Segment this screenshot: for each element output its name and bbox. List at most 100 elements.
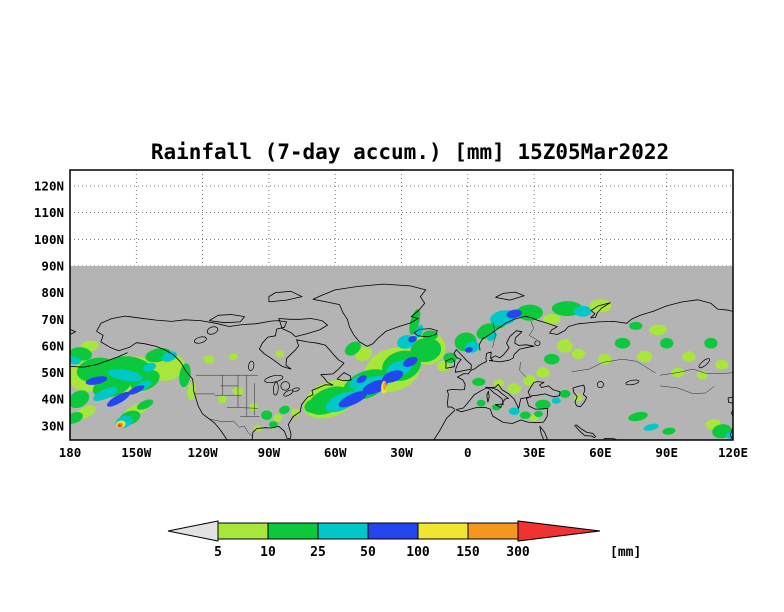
rain-cell [614,337,631,349]
rain-cell [544,353,560,365]
political-border [519,361,527,378]
rain-cell [472,377,486,386]
political-border [571,358,656,374]
y-tick-label: 80N [41,285,64,300]
rain-cell [629,321,643,330]
y-tick-label: 120N [34,178,64,193]
rainfall-layer [70,299,733,439]
political-border [660,368,733,376]
coastline [485,386,509,406]
y-tick-label: 50N [41,365,64,380]
colorbar-level-label: 50 [360,545,376,560]
rain-cell [589,299,612,313]
rain-cell [76,357,117,383]
colorbar-unit-label: [mm] [610,545,641,560]
y-tick-label: 90N [41,258,64,273]
rain-cell [519,411,531,419]
rain-cell [229,353,238,361]
coastline [574,424,596,439]
political-border [209,418,253,437]
coastline [433,409,456,440]
x-tick-label: 90E [655,445,678,460]
rain-cell [559,389,571,398]
colorbar-segment [217,522,269,540]
x-tick-label: 60W [324,445,347,460]
rain-cell [93,386,118,401]
rain-cell [362,379,388,395]
rain-cell [628,411,648,422]
rain-cell [436,360,451,372]
rain-cell [492,404,501,411]
coastline [575,424,597,438]
y-tick-label: 110N [34,205,64,220]
rain-cell [542,313,561,325]
rain-cell [507,383,521,394]
rain-cell [128,385,145,395]
political-border [660,385,715,394]
colorbar-right-arrow [517,520,601,542]
rain-cell [409,308,421,335]
coastline [70,352,128,368]
rain-cell [643,423,659,431]
colorbar-segment [467,522,519,540]
rain-cell [660,337,674,349]
rain-cell [573,305,592,317]
rain-cell [70,356,81,365]
lake-outline [625,379,640,386]
coastline [590,302,611,319]
x-tick-label: 90W [258,445,281,460]
coastline [527,381,561,398]
political-border [226,406,258,409]
rain-cell [106,391,131,407]
rain-cell [268,421,278,428]
rain-cell [355,346,373,362]
lake-outline [280,381,291,391]
rain-cell [261,410,273,420]
rain-cell [493,379,505,388]
y-tick-label: 30N [41,418,64,433]
rain-cell [85,376,108,385]
y-tick-label: 40N [41,392,64,407]
rain-cell [136,399,154,410]
rain-cell [476,399,486,407]
coastline [445,357,456,369]
lake-outline [194,336,207,344]
colorbar-segment [367,522,419,540]
coastline [486,390,490,403]
x-tick-label: 120W [188,445,219,460]
rain-cell [70,390,90,409]
rain-cell [203,355,215,364]
rain-cell [383,381,387,391]
axis-labels-layer: 120N 110N 100N 90N 80N 70N 60N 50N 40N 30N 180 150W… [34,178,748,460]
colorbar-level-label: 100 [406,545,430,560]
colorbar-segment [417,522,469,540]
colorbar-level-label: 5 [214,545,222,560]
rain-cell [117,424,122,427]
coastline [478,299,733,351]
rain-cell [304,398,322,413]
y-tick-label: 70N [41,312,64,327]
coastline [312,283,427,347]
y-tick-label: 60N [41,338,64,353]
rain-cell [551,397,561,404]
colorbar-level-label: 10 [260,545,276,560]
rain-cell [344,341,361,356]
rain-cell [248,403,258,412]
rain-cell [179,363,191,388]
lake-outline [292,387,300,392]
rain-cell [571,348,585,360]
lake-outline [248,360,255,371]
coastline [208,314,246,324]
coastline [268,290,303,303]
rain-cell [161,351,177,362]
coastline [572,384,588,408]
x-tick-label: 0 [464,445,472,460]
plot-frame [69,169,734,441]
coastline [727,396,733,404]
rain-cell [636,350,653,363]
colorbar-left-arrow [167,520,219,542]
rain-cell [573,394,583,402]
rain-cell [291,408,300,417]
rain-cell [382,370,404,383]
